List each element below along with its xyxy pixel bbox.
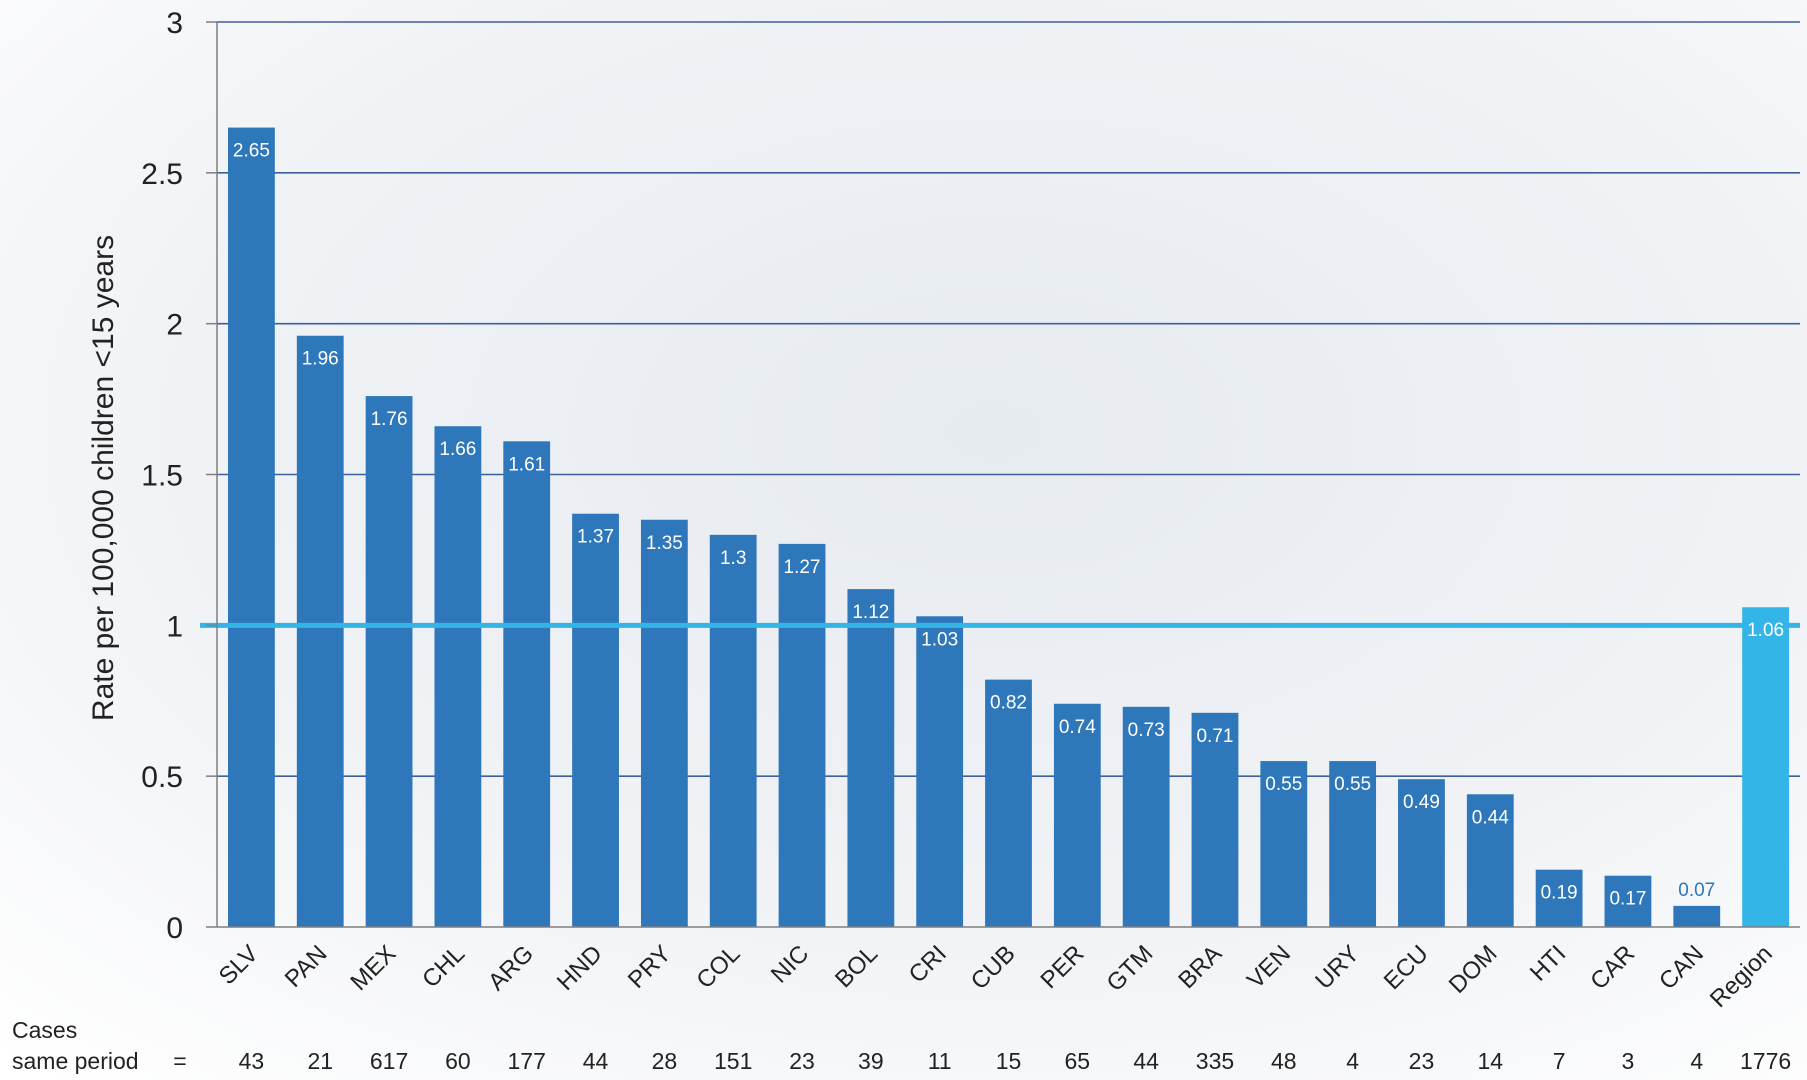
bar-can	[1673, 905, 1721, 927]
value-label-mex: 1.76	[371, 409, 408, 430]
value-label-hnd: 1.37	[577, 527, 614, 548]
value-label-nic: 1.27	[784, 557, 821, 578]
cases-value-can: 4	[1690, 1048, 1703, 1074]
value-label-col: 1.3	[720, 548, 746, 569]
bar-dom	[1466, 794, 1514, 927]
cases-value-ury: 4	[1346, 1048, 1359, 1074]
value-label-dom: 0.44	[1472, 807, 1509, 828]
value-label-gtm: 0.73	[1128, 720, 1165, 741]
y-tick-label: 1.5	[141, 460, 183, 493]
value-label-bra: 0.71	[1196, 726, 1233, 747]
value-label-pan: 1.96	[302, 349, 339, 370]
cases-value-mex: 617	[370, 1048, 408, 1074]
value-label-car: 0.17	[1609, 889, 1646, 910]
bar-bra	[1191, 712, 1239, 927]
value-label-bol: 1.12	[852, 602, 889, 623]
bar-car	[1604, 875, 1652, 927]
bar-nic	[778, 543, 826, 927]
cases-value-ven: 48	[1271, 1048, 1297, 1074]
y-tick-label: 1	[166, 610, 183, 643]
cases-label-line2: same period	[12, 1048, 139, 1074]
value-label-per: 0.74	[1059, 717, 1096, 738]
value-label-arg: 1.61	[508, 454, 545, 475]
bar-mex	[365, 396, 413, 928]
y-axis-title: Rate per 100,000 children <15 years	[87, 235, 120, 721]
y-tick-label: 2.5	[141, 158, 183, 191]
bar-chl	[434, 426, 482, 927]
value-label-slv: 2.65	[233, 141, 270, 162]
y-tick-label: 2	[166, 309, 183, 342]
bar-ury	[1329, 761, 1377, 927]
cases-value-hti: 7	[1553, 1048, 1566, 1074]
bars	[228, 127, 1789, 928]
bar-bol	[847, 589, 895, 927]
cases-value-hnd: 44	[583, 1048, 609, 1074]
bar-ecu	[1398, 779, 1445, 927]
cases-value-nic: 23	[789, 1048, 815, 1074]
cases-equals-sign: =	[173, 1048, 186, 1074]
bar-arg	[503, 441, 551, 927]
cases-value-bra: 335	[1196, 1048, 1234, 1074]
bar-slv	[228, 127, 275, 928]
value-label-cub: 0.82	[990, 693, 1027, 714]
bar-pry	[640, 519, 688, 927]
cases-value-gtm: 44	[1133, 1048, 1159, 1074]
bar-col	[709, 534, 757, 927]
value-label-region: 1.06	[1747, 620, 1784, 641]
bar-pan	[296, 335, 344, 927]
y-tick-label: 3	[166, 7, 183, 40]
y-tick-label: 0.5	[141, 761, 183, 794]
value-label-pry: 1.35	[646, 533, 683, 554]
cases-value-region: 1776	[1740, 1048, 1791, 1074]
value-label-hti: 0.19	[1541, 883, 1578, 904]
value-label-ecu: 0.49	[1403, 792, 1440, 813]
cases-value-ecu: 23	[1409, 1048, 1435, 1074]
cases-value-bol: 39	[858, 1048, 884, 1074]
cases-value-cri: 11	[928, 1048, 952, 1074]
value-labels: 2.65 1.96 1.76 1.66 1.61 1.37 1.35 1.3 1.27 1.12 1…	[233, 141, 1784, 910]
cases-value-cub: 15	[996, 1048, 1022, 1074]
bar-region	[1742, 607, 1789, 927]
cases-value-per: 65	[1065, 1048, 1091, 1074]
value-label-cri: 1.03	[921, 629, 958, 650]
bar-hnd	[572, 513, 619, 927]
cases-value-car: 3	[1622, 1048, 1635, 1074]
cases-value-pry: 28	[652, 1048, 678, 1074]
bar-per	[1053, 703, 1101, 927]
bar-hti	[1535, 869, 1583, 927]
value-label-chl: 1.66	[439, 439, 476, 460]
y-tick-label: 0	[166, 912, 183, 945]
cases-label-line1: Cases	[12, 1017, 77, 1043]
value-label-can: 0.07	[1678, 880, 1715, 901]
bar-cub	[985, 679, 1032, 927]
bar-cri	[916, 616, 964, 927]
cases-value-pan: 21	[307, 1048, 333, 1074]
value-label-ury: 0.55	[1334, 774, 1371, 795]
bar-gtm	[1122, 706, 1170, 927]
bar-ven	[1260, 761, 1308, 927]
cases-row: 43 21 617 60 177 44 28 151 23 39 11 15 65 44 335 48 4 23 1…	[12, 1017, 1791, 1074]
cases-value-arg: 177	[508, 1048, 546, 1074]
axes: 0 0.5 1 1.5 2 2.5 3	[141, 7, 1800, 945]
value-label-ven: 0.55	[1265, 774, 1302, 795]
cases-value-chl: 60	[445, 1048, 471, 1074]
cases-value-slv: 43	[239, 1048, 265, 1074]
cases-value-dom: 14	[1477, 1048, 1503, 1074]
cases-value-col: 151	[714, 1048, 752, 1074]
